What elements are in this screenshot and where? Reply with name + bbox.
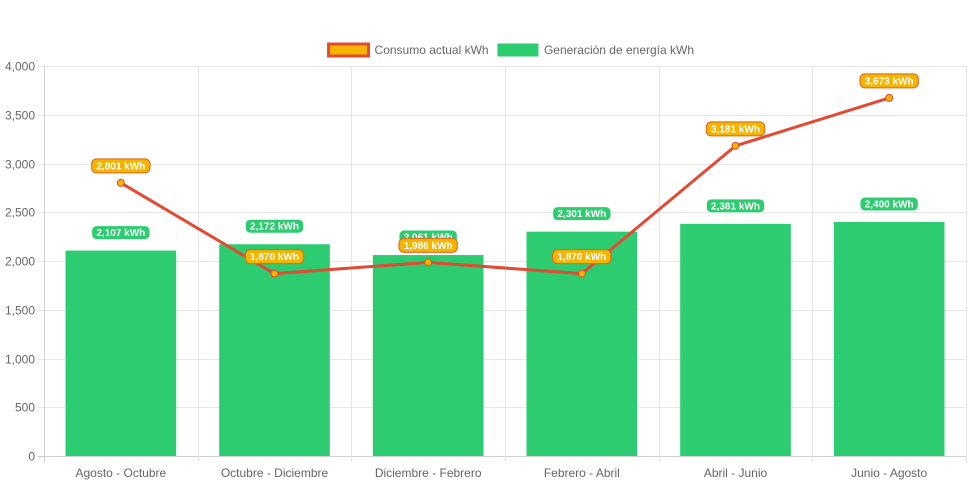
line-data-label: 1,986 kWh bbox=[398, 237, 458, 253]
line-data-label-bg bbox=[91, 158, 151, 174]
line-data-label-bg bbox=[244, 249, 305, 265]
line-data-label-text: 3,673 kWh bbox=[865, 76, 914, 87]
legend-swatch-generacion bbox=[497, 43, 539, 57]
line-data-label-bg bbox=[705, 121, 766, 137]
bar-data-label-text: 2,400 kWh bbox=[865, 200, 914, 211]
y-tick-label: 0 bbox=[28, 450, 35, 464]
y-tick-label: 3,000 bbox=[5, 158, 35, 172]
line-data-label: 1,870 kWh bbox=[552, 249, 612, 265]
x-tick-label: Febrero - Abril bbox=[544, 466, 620, 480]
line-point bbox=[116, 178, 125, 187]
bar-data-label-text: 2,107 kWh bbox=[96, 228, 145, 239]
line-point bbox=[577, 269, 586, 278]
x-tick-label: Abril - Junio bbox=[704, 466, 768, 480]
x-tick-label: Octubre - Diciembre bbox=[221, 466, 329, 480]
line-data-label-bg bbox=[398, 237, 458, 253]
bar-data-label: 2,381 kWh bbox=[705, 198, 766, 214]
line-data-label: 2,801 kWh bbox=[91, 158, 151, 174]
line-point bbox=[885, 93, 894, 102]
line-data-label: 3,673 kWh bbox=[859, 73, 919, 89]
y-tick-label: 1,500 bbox=[5, 304, 35, 318]
bar-data-label-bg bbox=[244, 218, 305, 234]
line-point bbox=[424, 258, 433, 267]
legend-label-consumo: Consumo actual kWh bbox=[375, 43, 489, 57]
bar-data-label-text: 2,172 kWh bbox=[250, 222, 299, 233]
bar-data-label-bg bbox=[91, 225, 151, 241]
bar-data-label: 2,400 kWh bbox=[859, 196, 919, 212]
y-tick-label: 500 bbox=[15, 401, 35, 415]
bar bbox=[219, 244, 330, 456]
grid bbox=[38, 66, 967, 462]
bar-data-label: 2,301 kWh bbox=[552, 206, 612, 222]
bar bbox=[372, 255, 484, 456]
bar-data-label-text: 2,381 kWh bbox=[711, 201, 760, 212]
bar bbox=[526, 231, 638, 456]
bar-data-label-bg bbox=[859, 196, 919, 212]
line-data-label: 3,181 kWh bbox=[705, 121, 766, 137]
y-tick-label: 2,000 bbox=[5, 255, 35, 269]
line-data-label-bg bbox=[552, 249, 612, 265]
legend: Consumo actual kWh Generación de energía … bbox=[327, 42, 694, 58]
line-data-label: 1,870 kWh bbox=[244, 249, 305, 265]
axes: 0 500 1,000 1,500 2,000 2,500 3,000 3,500 4,000 A… bbox=[5, 60, 928, 481]
bar bbox=[833, 222, 945, 456]
legend-label-generacion: Generación de energía kWh bbox=[544, 43, 694, 57]
line-point bbox=[731, 141, 740, 150]
bar-data-label-bg bbox=[552, 206, 612, 222]
line-data-label-text: 1,870 kWh bbox=[250, 252, 299, 263]
bar-data-label-bg bbox=[705, 198, 766, 214]
line-data-label-bg bbox=[859, 73, 919, 89]
bar bbox=[680, 223, 791, 456]
bar-data-label-text: 2,301 kWh bbox=[557, 209, 606, 220]
y-tick-label: 3,500 bbox=[5, 109, 35, 123]
line-point bbox=[270, 269, 279, 278]
bar-series bbox=[65, 222, 945, 456]
line-data-label-text: 1,986 kWh bbox=[404, 241, 453, 252]
line-data-label-text: 1,870 kWh bbox=[557, 252, 606, 263]
line-data-label-text: 2,801 kWh bbox=[96, 161, 145, 172]
y-tick-label: 1,000 bbox=[5, 353, 35, 367]
x-tick-label: Junio - Agosto bbox=[851, 466, 927, 480]
y-tick-label: 2,500 bbox=[5, 206, 35, 220]
bar-data-label: 2,172 kWh bbox=[244, 218, 305, 234]
y-tick-label: 4,000 bbox=[5, 60, 35, 74]
x-tick-label: Agosto - Octubre bbox=[75, 466, 166, 480]
bar bbox=[65, 250, 177, 456]
x-tick-label: Diciembre - Febrero bbox=[375, 466, 482, 480]
line-data-label-text: 3,181 kWh bbox=[711, 124, 760, 135]
legend-swatch-consumo bbox=[327, 42, 371, 58]
bar-data-label: 2,107 kWh bbox=[91, 225, 151, 241]
